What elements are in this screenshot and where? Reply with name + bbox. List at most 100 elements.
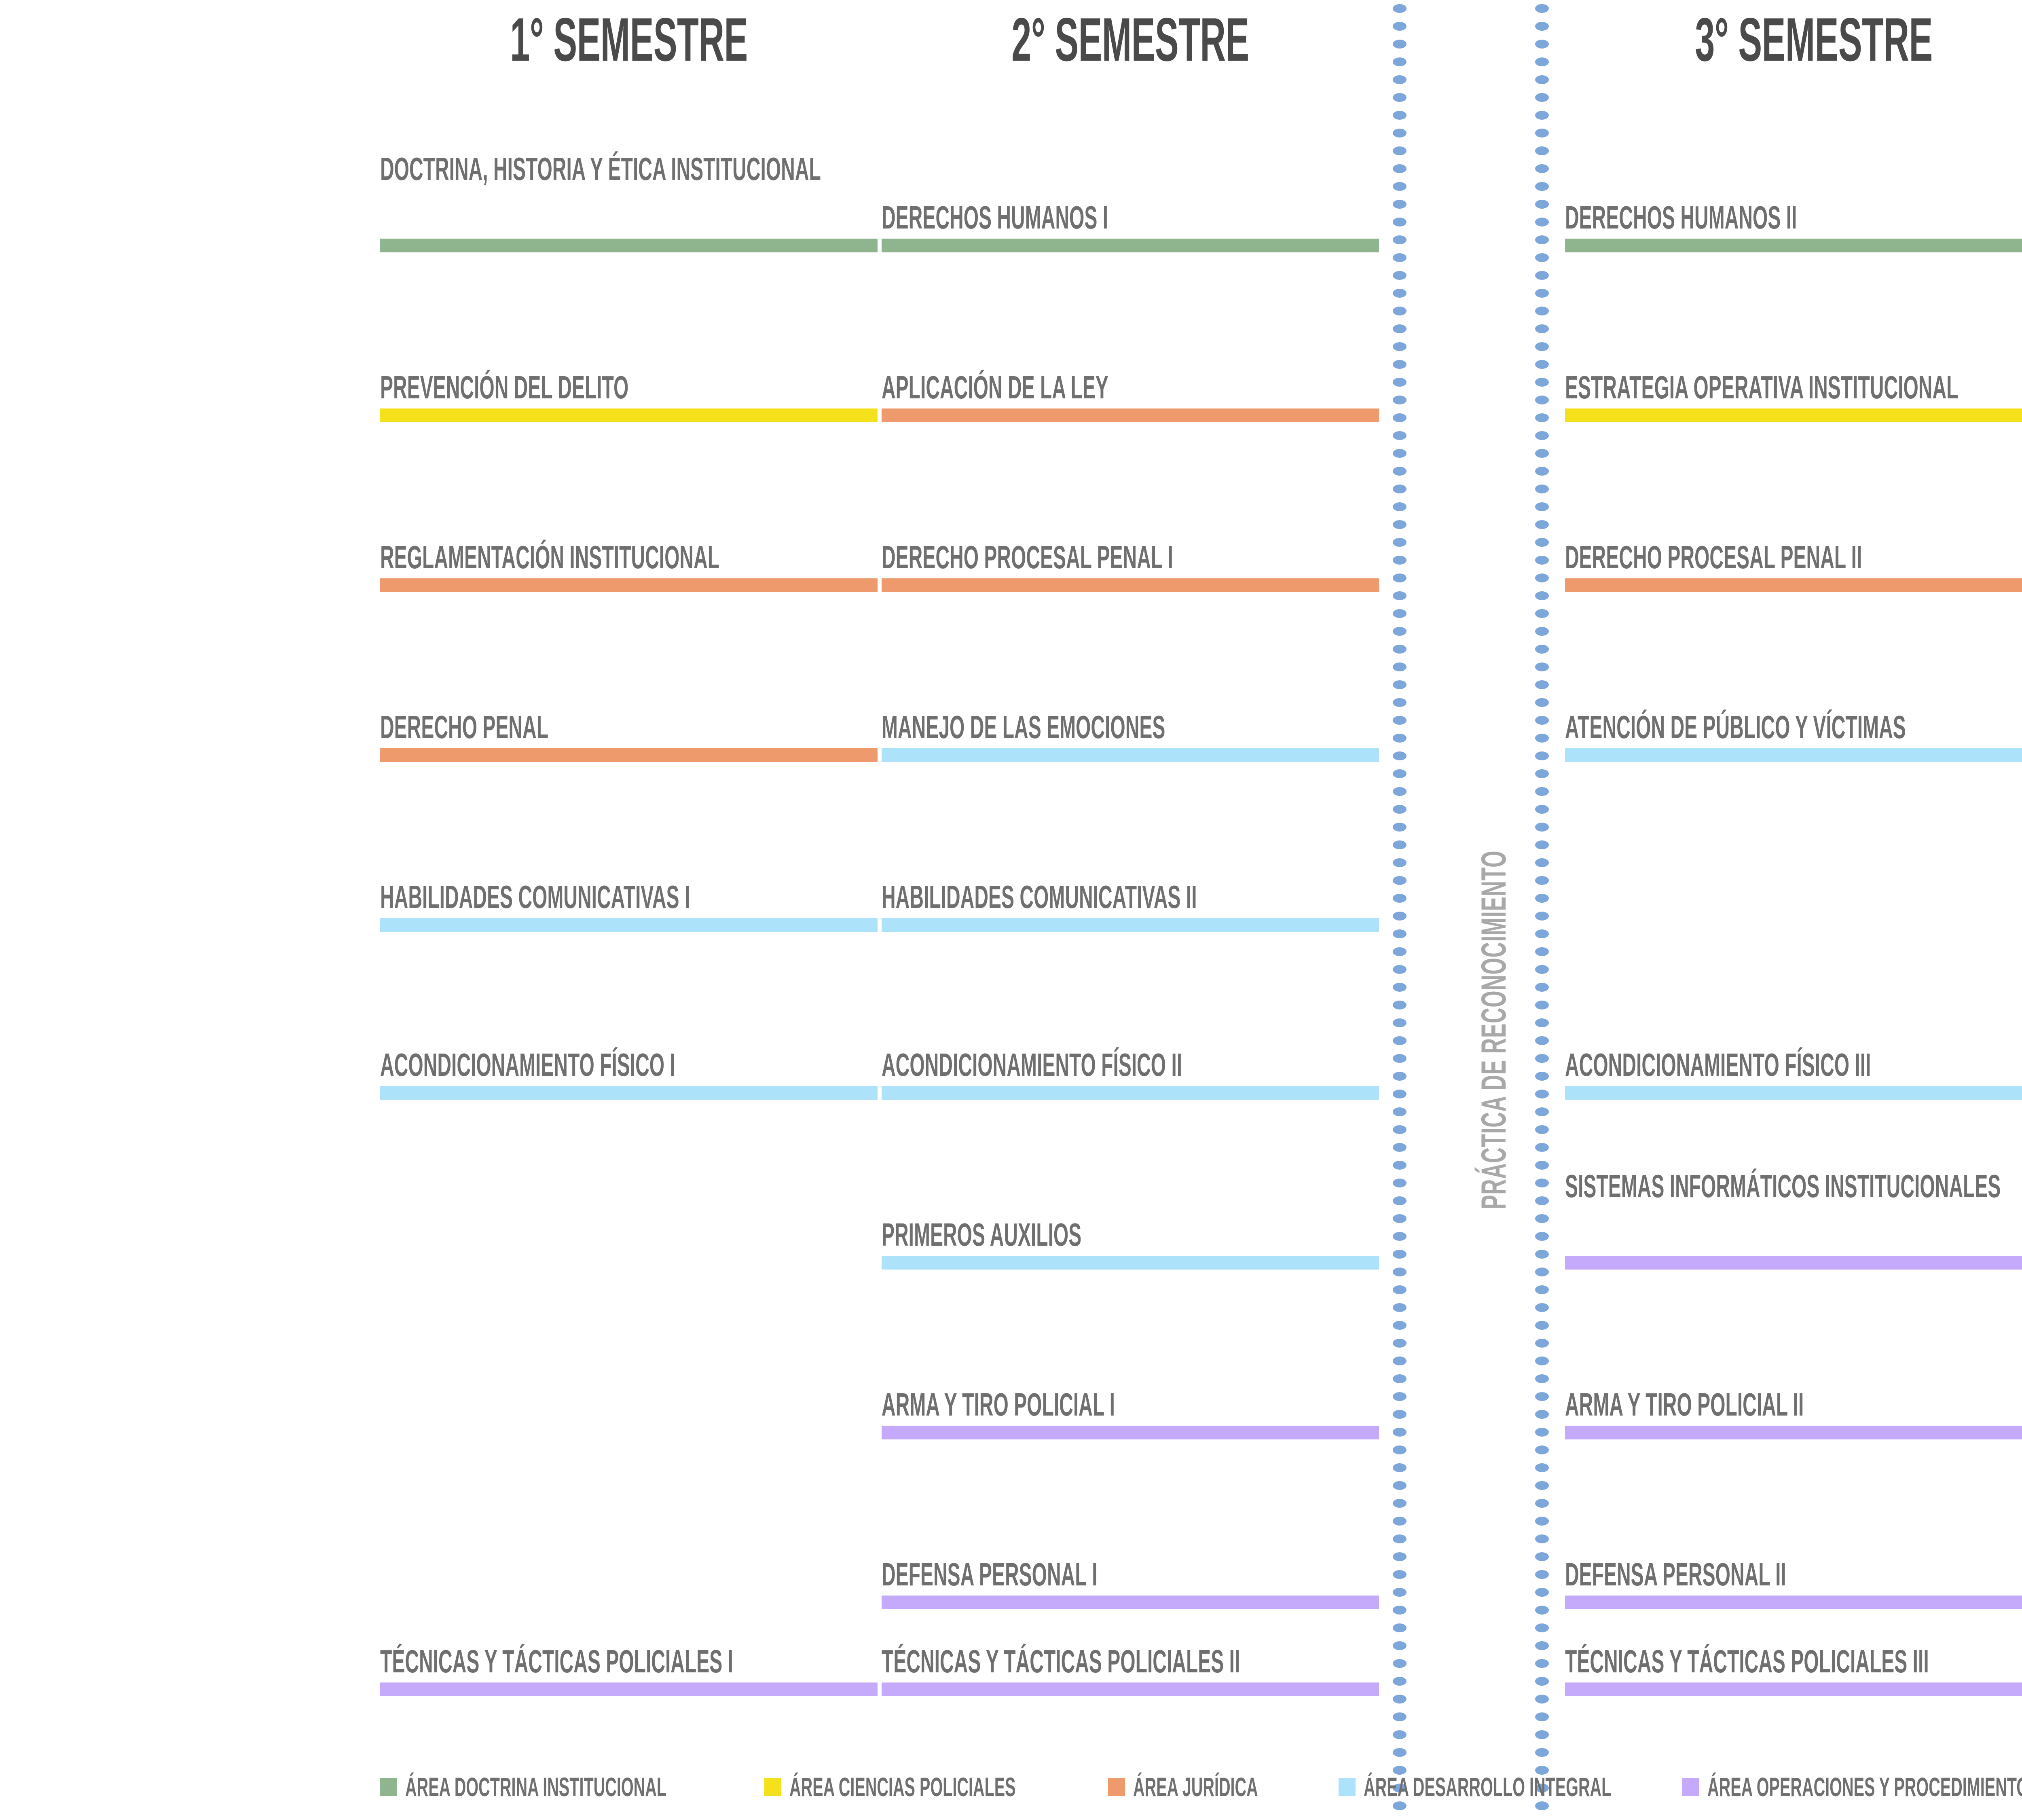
legend-label: ÁREA DOCTRINA INSTITUCIONAL bbox=[405, 1772, 667, 1802]
divider-dot bbox=[1535, 876, 1549, 885]
divider-dot bbox=[1393, 1268, 1407, 1276]
divider-dot bbox=[1535, 1001, 1549, 1009]
divider-dot bbox=[1535, 1125, 1549, 1134]
divider-dot bbox=[1393, 1357, 1407, 1365]
course-area-bar bbox=[380, 408, 878, 422]
divider-dot bbox=[1393, 40, 1407, 49]
course-label: TÉCNICAS Y TÁCTICAS POLICIALES I bbox=[380, 1643, 733, 1679]
divider-dot bbox=[1535, 840, 1549, 849]
divider-dot bbox=[1535, 805, 1549, 814]
divider-dot bbox=[1393, 129, 1407, 138]
divider-dot bbox=[1393, 805, 1407, 814]
divider-dot bbox=[1393, 307, 1407, 315]
divider-dot bbox=[1535, 645, 1549, 654]
course-label: ESTRATEGIA OPERATIVA INSTITUCIONAL bbox=[1565, 369, 1959, 405]
semester-title: 1° SEMESTRE bbox=[510, 5, 748, 74]
divider-dot bbox=[1535, 698, 1549, 707]
divider-dot bbox=[1393, 1107, 1407, 1116]
divider-dot bbox=[1393, 1641, 1407, 1650]
divider-dot bbox=[1393, 840, 1407, 849]
divider-dot bbox=[1535, 929, 1549, 938]
divider-dot bbox=[1535, 1801, 1549, 1810]
course-label: ACONDICIONAMIENTO FÍSICO III bbox=[1565, 1047, 1871, 1083]
divider-dot bbox=[1535, 1018, 1549, 1027]
divider-dot bbox=[1535, 1357, 1549, 1365]
divider-dot bbox=[1393, 1214, 1407, 1223]
divider-dot bbox=[1535, 1730, 1549, 1739]
legend-label: ÁREA OPERACIONES Y PROCEDIMIENTOS POLICI… bbox=[1707, 1772, 2022, 1802]
divider-dot bbox=[1393, 1196, 1407, 1205]
divider-dot bbox=[1535, 1606, 1549, 1615]
vertical-label-practica-reconocimiento: PRÁCTICA DE RECONOCIMIENTO bbox=[1474, 850, 1513, 1209]
divider-dot bbox=[1393, 164, 1407, 173]
divider-dot bbox=[1535, 1143, 1549, 1152]
divider-dot bbox=[1535, 22, 1549, 31]
divider-dot bbox=[1393, 591, 1407, 600]
course-label: HABILIDADES COMUNICATIVAS I bbox=[380, 879, 690, 915]
divider-dot bbox=[1535, 502, 1549, 511]
divider-dot bbox=[1535, 1321, 1549, 1330]
course-label: SISTEMAS INFORMÁTICOS INSTITUCIONALES bbox=[1565, 1168, 2001, 1204]
course-area-bar bbox=[1565, 408, 2022, 422]
course-area-bar bbox=[882, 1682, 1379, 1696]
divider-dot bbox=[1393, 1018, 1407, 1027]
divider-dot bbox=[1535, 200, 1549, 209]
divider-dot bbox=[1393, 983, 1407, 992]
course-label: TÉCNICAS Y TÁCTICAS POLICIALES II bbox=[882, 1643, 1240, 1679]
divider-dot bbox=[1535, 787, 1549, 796]
divider-dot bbox=[1393, 378, 1407, 387]
legend-label: ÁREA CIENCIAS POLICIALES bbox=[789, 1772, 1016, 1802]
course-area-bar bbox=[1565, 1682, 2022, 1696]
divider-dot bbox=[1393, 485, 1407, 493]
divider-dot bbox=[1393, 218, 1407, 226]
divider-dot bbox=[1393, 1285, 1407, 1294]
divider-dot bbox=[1535, 1250, 1549, 1259]
course-label: REGLAMENTACIÓN INSTITUCIONAL bbox=[380, 539, 720, 575]
legend-label: ÁREA DESARROLLO INTEGRAL bbox=[1364, 1772, 1612, 1802]
divider-dot bbox=[1393, 520, 1407, 529]
divider-dot bbox=[1393, 858, 1407, 867]
course-label: ATENCIÓN DE PÚBLICO Y VÍCTIMAS bbox=[1565, 709, 1906, 745]
divider-dot bbox=[1393, 574, 1407, 582]
divider-dot bbox=[1535, 538, 1549, 547]
divider-dot bbox=[1393, 1161, 1407, 1170]
divider-dot bbox=[1393, 1001, 1407, 1009]
divider-dot bbox=[1535, 129, 1549, 138]
divider-dot bbox=[1393, 894, 1407, 903]
divider-dot bbox=[1393, 1090, 1407, 1098]
course-label: DEFENSA PERSONAL I bbox=[882, 1556, 1098, 1592]
divider-dot bbox=[1393, 947, 1407, 956]
divider-dot bbox=[1393, 929, 1407, 938]
divider-dot bbox=[1393, 1499, 1407, 1508]
divider-dot bbox=[1393, 627, 1407, 636]
divider-dot bbox=[1535, 894, 1549, 903]
divider-dot bbox=[1393, 1392, 1407, 1401]
divider-dot bbox=[1393, 1445, 1407, 1454]
divider-dot bbox=[1393, 734, 1407, 743]
divider-dot bbox=[1535, 1090, 1549, 1098]
divider-dot bbox=[1535, 823, 1549, 832]
course-label: ARMA Y TIRO POLICIAL I bbox=[882, 1386, 1115, 1422]
divider-dot bbox=[1535, 1570, 1549, 1579]
course-area-bar bbox=[882, 1086, 1379, 1100]
divider-dot bbox=[1535, 146, 1549, 155]
divider-dot bbox=[1393, 57, 1407, 66]
divider-dot bbox=[1535, 1196, 1549, 1205]
divider-dot bbox=[1535, 1588, 1549, 1597]
legend-color-swatch bbox=[1108, 1778, 1125, 1796]
divider-dot bbox=[1535, 716, 1549, 725]
course-label: MANEJO DE LAS EMOCIONES bbox=[882, 709, 1165, 745]
divider-dot bbox=[1535, 1072, 1549, 1081]
divider-dot bbox=[1393, 823, 1407, 832]
divider-dot bbox=[1535, 111, 1549, 120]
divider-dot bbox=[1393, 751, 1407, 760]
divider-dot bbox=[1535, 947, 1549, 956]
course-label: ACONDICIONAMIENTO FÍSICO II bbox=[882, 1047, 1182, 1083]
divider-dot bbox=[1535, 1054, 1549, 1063]
course-area-bar bbox=[882, 408, 1379, 422]
semester-title: 2° SEMESTRE bbox=[1011, 5, 1249, 74]
legend-color-swatch bbox=[764, 1778, 781, 1796]
divider-dot bbox=[1393, 396, 1407, 404]
divider-dot bbox=[1393, 1534, 1407, 1543]
